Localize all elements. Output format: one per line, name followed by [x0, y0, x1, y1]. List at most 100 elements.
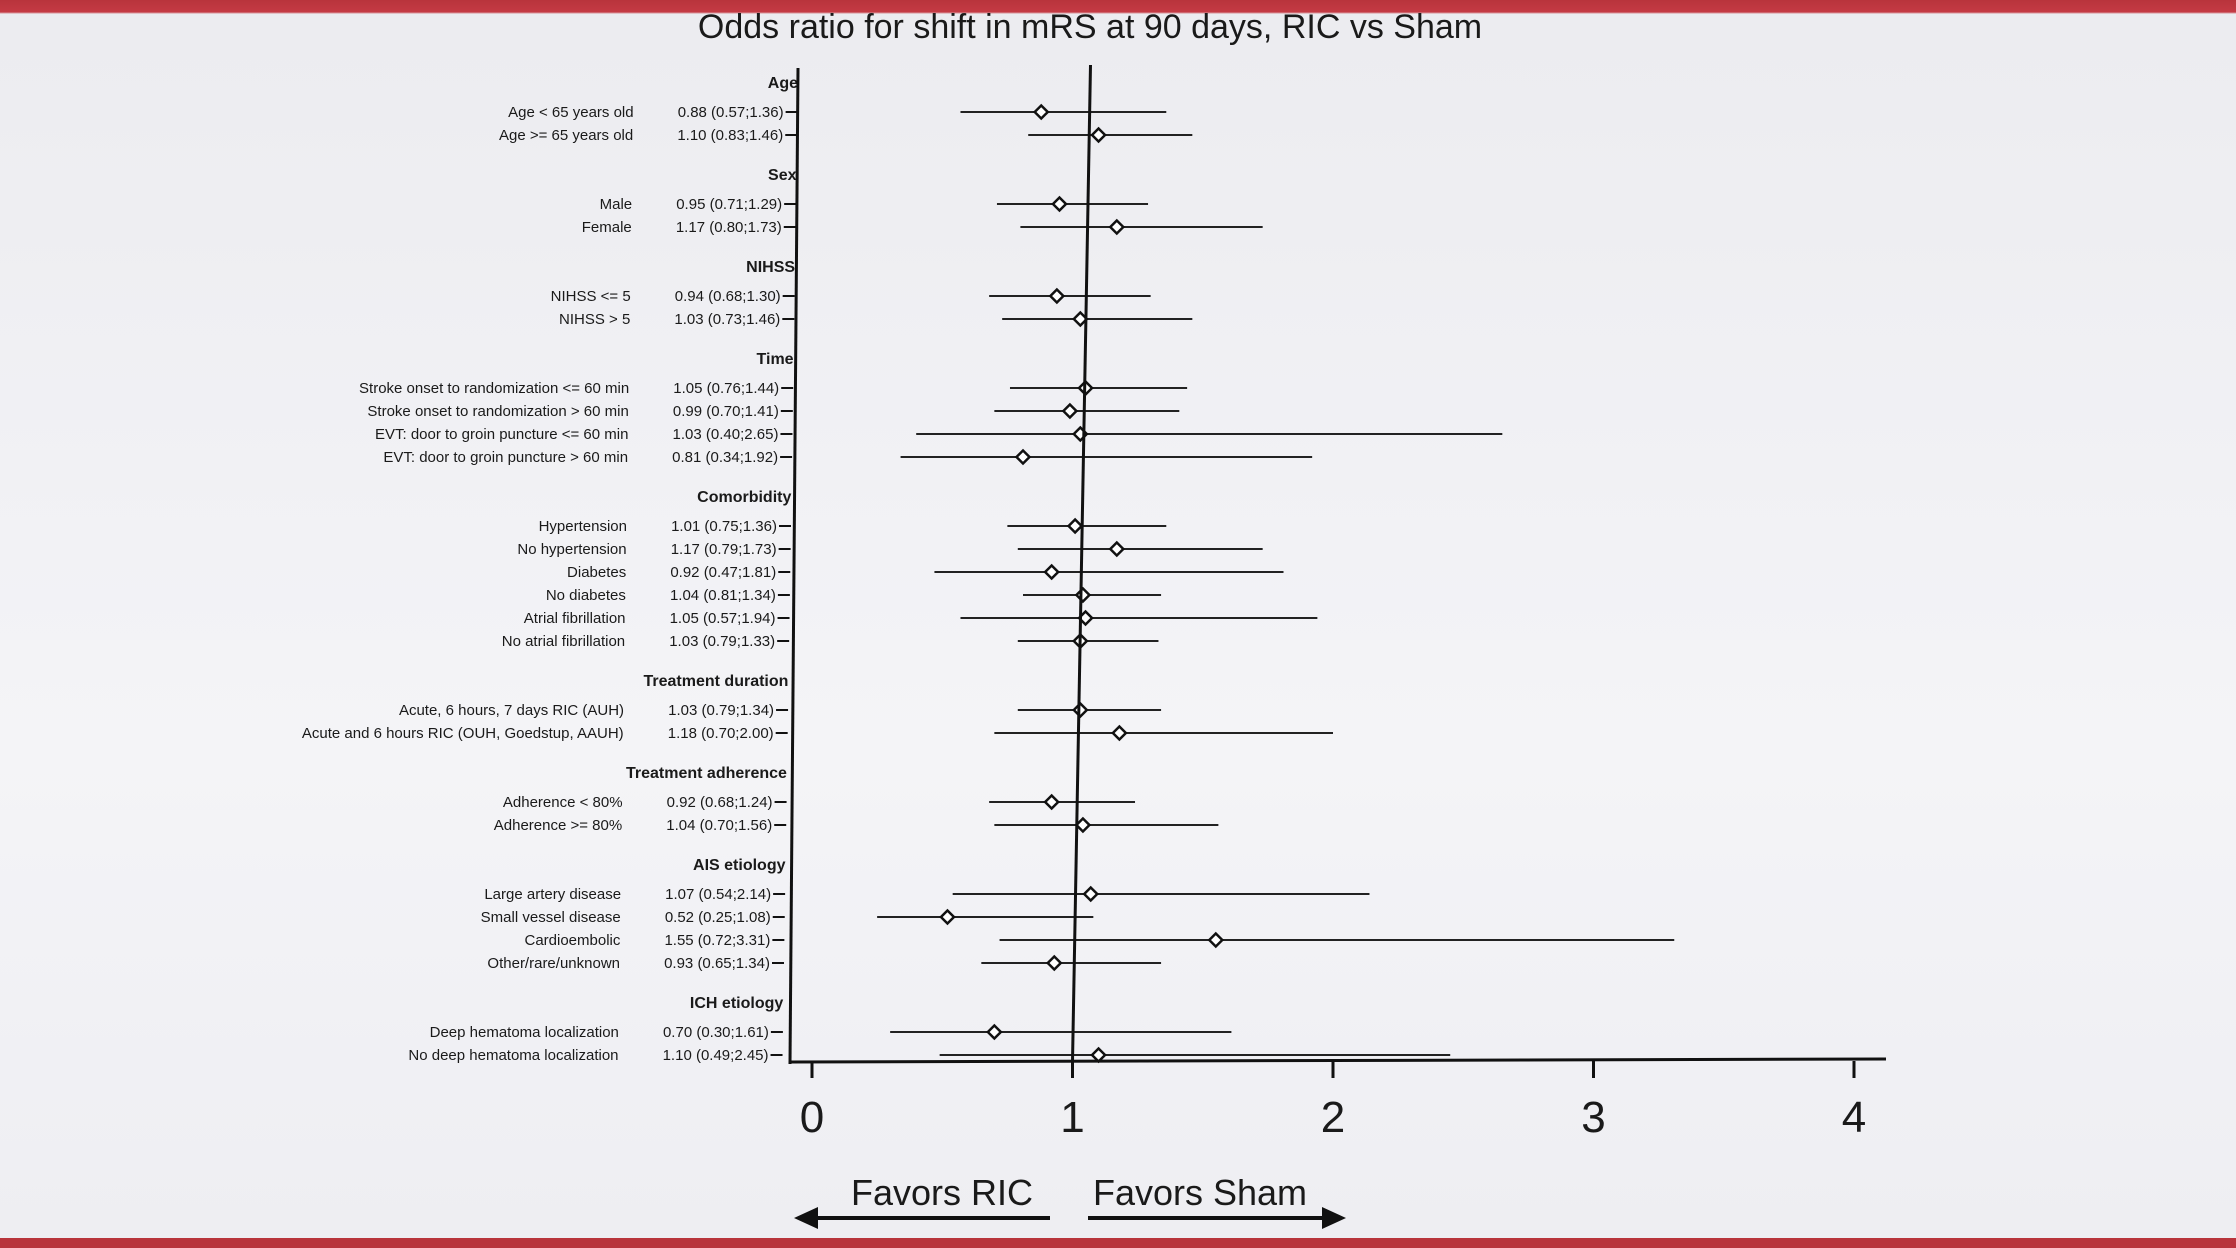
- row-label: Female: [582, 219, 632, 236]
- point-estimate: [1061, 402, 1079, 420]
- group-label: Treatment adherence: [626, 765, 787, 782]
- point-estimate: [1066, 517, 1084, 535]
- group-label: Treatment duration: [644, 673, 789, 690]
- point-estimate: [1032, 103, 1050, 121]
- group-label: ICH etiology: [690, 995, 783, 1012]
- row-ci-label: 1.04 (0.70;1.56): [666, 817, 772, 834]
- x-tick-label: 2: [1321, 1093, 1345, 1142]
- row-label: No hypertension: [517, 541, 626, 558]
- point-estimate: [1043, 563, 1060, 581]
- x-axis: 0 1 2 3 4: [788, 64, 1887, 1142]
- row-label: Deep hematoma localization: [430, 1024, 619, 1041]
- row-ci-label: 0.52 (0.25;1.08): [665, 909, 771, 926]
- point-estimate: [1108, 218, 1126, 236]
- row-label: Male: [600, 196, 633, 213]
- row-ci-label: 1.55 (0.72;3.31): [664, 932, 770, 949]
- row-label: Acute, 6 hours, 7 days RIC (AUH): [399, 702, 624, 719]
- point-estimate: [1074, 816, 1092, 834]
- row-ci-label: 1.03 (0.79;1.33): [669, 633, 775, 650]
- row-label: Hypertension: [539, 518, 627, 535]
- row-ci-label: 0.88 (0.57;1.36): [678, 104, 784, 121]
- row-label: No diabetes: [546, 587, 626, 604]
- row-ci-label: 1.03 (0.73;1.46): [674, 311, 780, 328]
- row-ci-label: 0.95 (0.71;1.29): [676, 196, 782, 213]
- chart-title: Odds ratio for shift in mRS at 90 days, …: [698, 8, 1482, 46]
- row-label: NIHSS > 5: [559, 311, 630, 328]
- favors-annotation: Favors RIC Favors Sham: [794, 1172, 1346, 1229]
- row-label: Adherence >= 80%: [494, 817, 622, 834]
- x-tick-label: 1: [1060, 1093, 1084, 1142]
- row-label: Atrial fibrillation: [524, 610, 626, 627]
- x-tick-label: 0: [800, 1093, 824, 1142]
- row-label: NIHSS <= 5: [551, 288, 631, 305]
- row-ci-label: 1.03 (0.79;1.34): [668, 702, 774, 719]
- row-label: Stroke onset to randomization <= 60 min: [359, 380, 629, 397]
- row-ci-label: 0.93 (0.65;1.34): [664, 955, 770, 972]
- row-label: Cardioembolic: [524, 932, 620, 949]
- x-tick-label: 4: [1842, 1093, 1866, 1142]
- point-estimate: [939, 908, 956, 926]
- group-label: AIS etiology: [693, 857, 786, 874]
- y-axis-line: [788, 67, 800, 1065]
- row-ci-label: 0.81 (0.34;1.92): [672, 449, 778, 466]
- row-label: Age < 65 years old: [508, 104, 634, 121]
- point-estimate: [1014, 448, 1032, 466]
- favors-left-arrow-head: [794, 1207, 818, 1229]
- row-ci-label: 1.17 (0.80;1.73): [676, 219, 782, 236]
- row-ci-label: 1.17 (0.79;1.73): [671, 541, 777, 558]
- point-estimate: [986, 1023, 1003, 1041]
- row-ci-label: 0.70 (0.30;1.61): [663, 1024, 769, 1041]
- row-ci-label: 0.92 (0.47;1.81): [670, 564, 776, 581]
- group-label: Age: [768, 75, 798, 92]
- point-estimate: [1108, 540, 1126, 558]
- point-estimate: [1207, 931, 1225, 949]
- row-label: Small vessel disease: [481, 909, 621, 926]
- point-estimate: [1048, 287, 1066, 305]
- row-label: No atrial fibrillation: [502, 633, 625, 650]
- reference-line: [1071, 64, 1092, 1063]
- row-ci-label: 0.94 (0.68;1.30): [675, 288, 781, 305]
- row-label: Diabetes: [567, 564, 626, 581]
- group-label: Time: [757, 351, 794, 368]
- row-ci-label: 1.04 (0.81;1.34): [670, 587, 776, 604]
- point-estimate: [1090, 1046, 1107, 1064]
- row-ci-label: 1.01 (0.75;1.36): [671, 518, 777, 535]
- group-label: NIHSS: [746, 259, 795, 276]
- x-axis-line: [789, 1057, 1887, 1064]
- row-label: Acute and 6 hours RIC (OUH, Goedstup, AA…: [302, 725, 624, 742]
- point-estimate: [1082, 885, 1100, 903]
- row-ci-label: 1.18 (0.70;2.00): [668, 725, 774, 742]
- row-label: Stroke onset to randomization > 60 min: [367, 403, 628, 420]
- point-estimate: [1111, 724, 1128, 742]
- row-label: EVT: door to groin puncture <= 60 min: [375, 426, 628, 443]
- row-label: EVT: door to groin puncture > 60 min: [383, 449, 628, 466]
- favors-left-label: Favors RIC: [851, 1172, 1033, 1213]
- row-ci-label: 1.10 (0.49;2.45): [663, 1047, 769, 1064]
- row-label: Other/rare/unknown: [487, 955, 620, 972]
- favors-right-arrow-head: [1322, 1207, 1346, 1229]
- slide-bottom-bar: [0, 1238, 2236, 1248]
- favors-right-label: Favors Sham: [1093, 1172, 1307, 1213]
- row-label: Age >= 65 years old: [499, 127, 633, 144]
- group-label: Comorbidity: [697, 489, 791, 506]
- row-label: Large artery disease: [484, 886, 621, 903]
- point-estimate: [1043, 793, 1060, 811]
- row-ci-label: 1.10 (0.83;1.46): [677, 127, 783, 144]
- row-ci-label: 1.05 (0.57;1.94): [670, 610, 776, 627]
- row-ci-label: 0.99 (0.70;1.41): [673, 403, 779, 420]
- row-label: Adherence < 80%: [503, 794, 623, 811]
- point-estimate: [1045, 954, 1063, 972]
- point-estimate: [1051, 195, 1068, 213]
- row-ci-label: 1.07 (0.54;2.14): [665, 886, 771, 903]
- row-label: No deep hematoma localization: [408, 1047, 618, 1064]
- row-ci-label: 1.03 (0.40;2.65): [673, 426, 779, 443]
- x-tick-label: 3: [1581, 1093, 1605, 1142]
- point-estimate: [1090, 126, 1107, 144]
- forest-rows: Age Age < 65 years old 0.88 (0.57;1.36) Age…: [302, 75, 1675, 1064]
- row-ci-label: 1.05 (0.76;1.44): [673, 380, 779, 397]
- point-estimate: [1074, 586, 1092, 604]
- row-ci-label: 0.92 (0.68;1.24): [667, 794, 773, 811]
- group-label: Sex: [768, 167, 797, 184]
